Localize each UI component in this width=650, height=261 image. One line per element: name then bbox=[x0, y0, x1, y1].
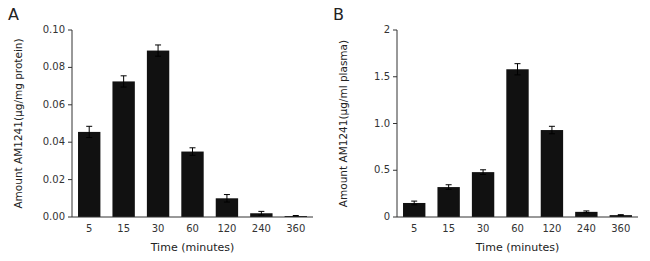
error-bar bbox=[411, 201, 417, 205]
error-bar bbox=[224, 195, 230, 202]
y-tick bbox=[68, 142, 72, 143]
y-tick bbox=[393, 76, 397, 77]
y-axis-label: Amount AM1241(μg/mg protein) bbox=[12, 38, 24, 208]
bar bbox=[147, 51, 169, 217]
error-bar bbox=[446, 185, 452, 190]
x-tick-label: 15 bbox=[117, 223, 130, 234]
error-bar-line bbox=[618, 214, 624, 216]
y-tick-label: 0.06 bbox=[43, 99, 65, 110]
bar bbox=[437, 187, 459, 217]
error-bar-line bbox=[224, 195, 230, 202]
x-tick-label: 30 bbox=[477, 223, 490, 234]
figure: A 0.00 0.02 0.04 0.06 0.08 0.10 5 15 30 60 120 240 36… bbox=[0, 0, 650, 261]
panel: B 0 0.5 1.0 1.5 2 5 15 30 60 120 240 360 Time (minute… bbox=[333, 5, 638, 254]
bar bbox=[78, 132, 100, 217]
bars bbox=[78, 45, 307, 217]
error-bar-line bbox=[155, 45, 161, 56]
panel-label: B bbox=[333, 5, 344, 24]
y-tick-label: 1.0 bbox=[374, 118, 390, 129]
error-bar-line bbox=[258, 211, 264, 215]
x-axis-label: Time (minutes) bbox=[150, 241, 235, 254]
x-tick-label: 5 bbox=[411, 223, 417, 234]
x-axis bbox=[397, 217, 638, 218]
error-bar-line bbox=[446, 185, 452, 190]
x-tick-label: 240 bbox=[577, 223, 596, 234]
x-axis-label: Time (minutes) bbox=[475, 241, 560, 254]
bar bbox=[112, 81, 134, 217]
error-bar-line bbox=[583, 211, 589, 213]
x-tick-label: 240 bbox=[252, 223, 271, 234]
y-tick bbox=[68, 104, 72, 105]
error-bar-line bbox=[480, 170, 486, 175]
bar bbox=[575, 212, 597, 217]
y-tick-label: 0.02 bbox=[43, 174, 65, 185]
panel: A 0.00 0.02 0.04 0.06 0.08 0.10 5 15 30 60 120 240 36… bbox=[8, 5, 313, 254]
error-bar bbox=[480, 170, 486, 175]
y-tick-label: 0.00 bbox=[43, 211, 65, 222]
error-bar bbox=[618, 214, 624, 216]
error-bar-line bbox=[411, 201, 417, 205]
error-bar bbox=[293, 216, 299, 217]
x-tick-label: 30 bbox=[152, 223, 165, 234]
y-tick bbox=[68, 217, 72, 218]
y-tick bbox=[393, 30, 397, 31]
panel-label: A bbox=[8, 5, 19, 24]
x-tick-label: 360 bbox=[611, 223, 630, 234]
x-axis bbox=[72, 217, 313, 218]
y-tick bbox=[393, 217, 397, 218]
y-tick bbox=[68, 179, 72, 180]
x-tick-label: 60 bbox=[511, 223, 524, 234]
error-bar-line bbox=[121, 76, 127, 87]
error-bar-line bbox=[293, 216, 299, 217]
y-axis-label: Amount AM1241(μg/ml plasma) bbox=[337, 40, 349, 207]
y-tick-label: 0.04 bbox=[43, 136, 65, 147]
bar bbox=[181, 152, 203, 217]
bar bbox=[541, 130, 563, 217]
y-axis bbox=[72, 30, 73, 217]
bar bbox=[472, 172, 494, 217]
error-bar-line bbox=[515, 64, 521, 75]
y-tick bbox=[68, 30, 72, 31]
y-tick bbox=[68, 67, 72, 68]
bar bbox=[506, 69, 528, 217]
x-tick-label: 60 bbox=[186, 223, 199, 234]
error-bar bbox=[549, 126, 555, 133]
y-tick-label: 0.5 bbox=[374, 164, 390, 175]
y-tick-label: 0.08 bbox=[43, 61, 65, 72]
error-bar-line bbox=[86, 126, 92, 137]
error-bar bbox=[86, 126, 92, 137]
x-tick-label: 15 bbox=[442, 223, 455, 234]
error-bar bbox=[515, 64, 521, 75]
y-tick-label: 0.10 bbox=[43, 24, 65, 35]
error-bar-line bbox=[190, 148, 196, 155]
y-tick-label: 2 bbox=[384, 24, 390, 35]
y-tick bbox=[393, 170, 397, 171]
y-tick bbox=[393, 123, 397, 124]
y-tick-label: 1.5 bbox=[374, 71, 390, 82]
error-bar bbox=[583, 211, 589, 213]
error-bar bbox=[258, 211, 264, 215]
error-bar-line bbox=[549, 126, 555, 133]
error-bar bbox=[155, 45, 161, 56]
y-tick-label: 0 bbox=[384, 211, 390, 222]
x-tick-label: 5 bbox=[86, 223, 92, 234]
error-bar bbox=[190, 148, 196, 155]
x-tick-label: 120 bbox=[542, 223, 561, 234]
x-tick-label: 120 bbox=[217, 223, 236, 234]
bars bbox=[403, 64, 632, 217]
error-bar bbox=[121, 76, 127, 87]
x-tick-label: 360 bbox=[286, 223, 305, 234]
